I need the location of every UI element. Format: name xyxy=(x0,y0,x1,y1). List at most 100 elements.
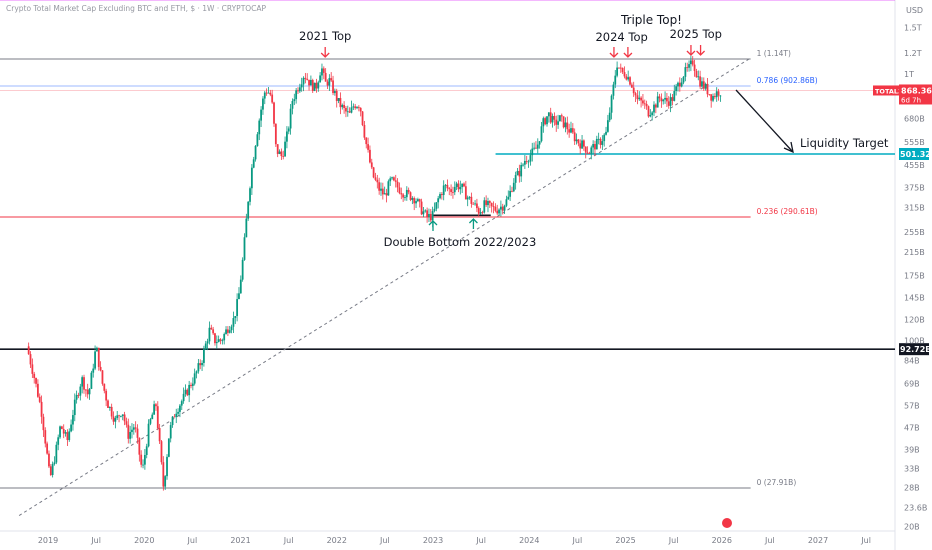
candle-body xyxy=(666,97,668,102)
annotation-arrow-head xyxy=(623,52,633,58)
candle-body xyxy=(560,115,563,117)
price-tick-label: 69B xyxy=(904,379,920,388)
candle-body xyxy=(123,414,126,422)
time-tick-label: Jul xyxy=(379,536,390,545)
candle-body xyxy=(359,107,362,112)
candle-body xyxy=(162,462,165,487)
candle-body xyxy=(540,126,543,142)
candle-body xyxy=(653,104,655,113)
candle-body xyxy=(40,401,43,417)
time-axis: 2019 Jul 2020 Jul 2021 Jul 2022 Jul 2023 Jul 2024 J… xyxy=(38,536,871,545)
candle-body xyxy=(667,101,670,106)
candle-body xyxy=(450,189,452,193)
candle-body xyxy=(107,400,109,408)
candle-body xyxy=(324,72,327,82)
candle-body xyxy=(520,164,523,177)
candle-body xyxy=(134,427,137,429)
time-tick-label: 2020 xyxy=(134,536,154,545)
candle-body xyxy=(96,347,98,352)
candle-body xyxy=(44,430,47,444)
candle-body xyxy=(488,201,491,203)
candle-body xyxy=(33,373,36,379)
candle-body xyxy=(38,396,41,402)
candle-body xyxy=(280,151,283,157)
candle-body xyxy=(184,389,187,394)
candle-body xyxy=(673,91,676,101)
time-tick-label: 2022 xyxy=(327,536,347,545)
candle-body xyxy=(678,82,681,87)
candle-body xyxy=(108,406,111,408)
candle-body xyxy=(332,80,334,94)
candle-body xyxy=(470,196,473,204)
candle-body xyxy=(306,78,309,80)
candle-body xyxy=(712,96,714,101)
candle-body xyxy=(387,181,390,196)
candle-body xyxy=(313,82,316,91)
candle-body xyxy=(704,83,707,89)
candle-body xyxy=(606,120,609,132)
candle-body xyxy=(147,423,150,447)
candle-body xyxy=(191,383,194,386)
candle-body xyxy=(311,79,314,91)
candle-body xyxy=(116,415,119,419)
candle-body xyxy=(97,347,100,367)
candle-body xyxy=(177,411,179,414)
candle-body xyxy=(717,91,720,96)
candle-body xyxy=(188,384,191,396)
candle-body xyxy=(62,428,65,434)
candle-body xyxy=(605,131,607,135)
annotation-arrow-head xyxy=(468,218,478,224)
candle-body xyxy=(564,122,567,128)
candle-body xyxy=(535,147,537,149)
candle-body xyxy=(363,124,366,138)
candle-body xyxy=(256,134,259,147)
currency-label: USD xyxy=(906,6,923,15)
candle-body xyxy=(677,82,679,87)
candle-body xyxy=(691,60,694,65)
candle-body xyxy=(562,116,565,128)
candle-body xyxy=(573,132,576,142)
candle-body xyxy=(594,144,596,150)
candle-body xyxy=(643,103,646,105)
candle-body xyxy=(215,342,218,344)
candle-body xyxy=(328,78,331,86)
candle-body xyxy=(140,454,143,465)
candle-body xyxy=(219,339,222,341)
candle-body xyxy=(158,428,161,442)
candle-body xyxy=(105,390,108,401)
candle-body xyxy=(369,149,371,163)
candle-body xyxy=(570,128,572,133)
candle-body xyxy=(477,208,480,214)
candle-body xyxy=(448,188,451,190)
candle-body xyxy=(581,140,583,149)
candle-body xyxy=(405,189,408,198)
candle-body xyxy=(94,351,96,369)
candle-body xyxy=(361,111,364,125)
candle-body xyxy=(151,414,154,420)
candle-body xyxy=(236,299,239,317)
candle-body xyxy=(291,101,294,109)
candle-body xyxy=(494,206,497,211)
candle-body xyxy=(297,90,299,92)
candle-body xyxy=(485,200,488,206)
candle-body xyxy=(138,437,141,455)
liquidity-arrow xyxy=(735,89,793,152)
price-tick-label: 215B xyxy=(904,248,925,257)
time-tick-label: 2021 xyxy=(230,536,250,545)
candle-body xyxy=(230,326,233,331)
candle-body xyxy=(86,389,89,395)
candle-body xyxy=(90,372,93,389)
candle-body xyxy=(529,155,532,162)
candle-body xyxy=(595,138,598,150)
candle-body xyxy=(710,94,713,101)
time-tick-label: Jul xyxy=(90,536,101,545)
candle-body xyxy=(300,84,303,88)
candle-body xyxy=(474,203,476,205)
candle-body xyxy=(715,91,718,98)
candle-body xyxy=(276,144,279,154)
candle-body xyxy=(547,112,550,117)
candle-body xyxy=(376,179,379,183)
candle-body xyxy=(492,206,495,208)
price-tick-label: 20B xyxy=(904,523,920,532)
